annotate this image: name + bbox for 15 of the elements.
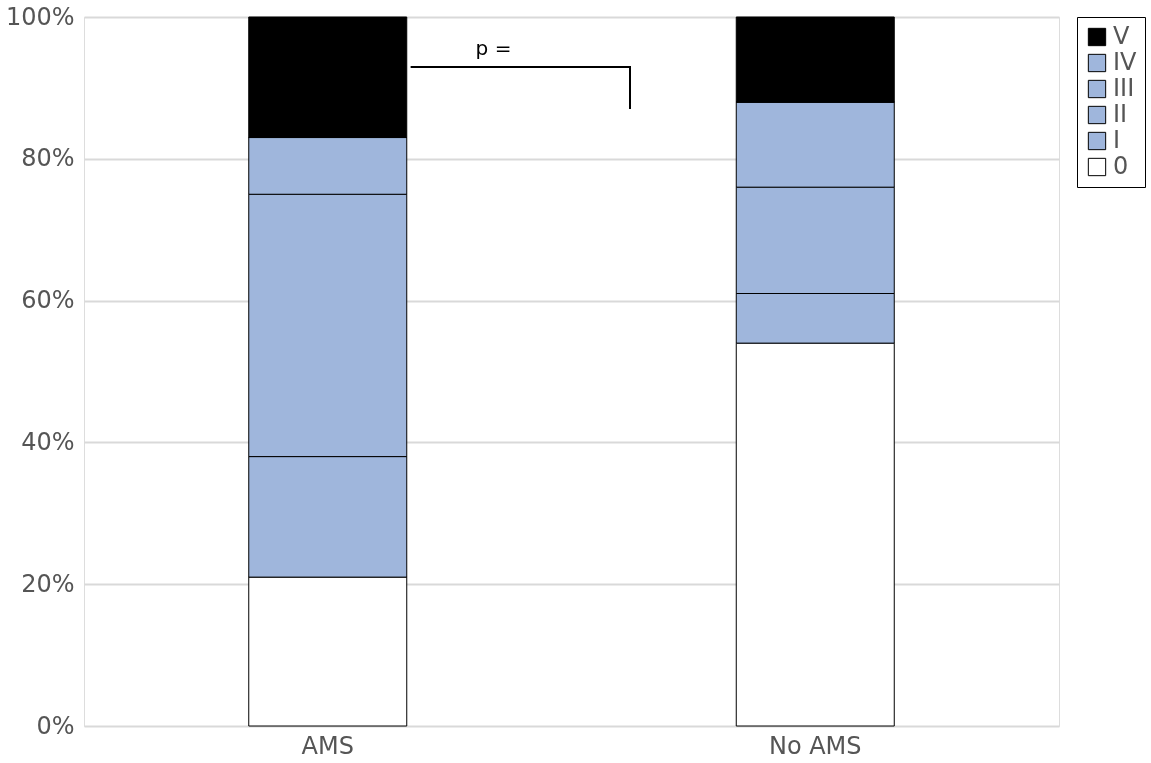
x-tick-label: No AMS: [768, 731, 862, 760]
y-tick-label: 40%: [21, 427, 75, 456]
legend-label: IV: [1113, 48, 1138, 76]
legend-label: I: [1113, 126, 1121, 154]
y-tick-label: 100%: [5, 2, 75, 31]
legend-label: II: [1113, 100, 1128, 128]
y-tick-label: 20%: [21, 569, 75, 598]
legend-label: III: [1113, 74, 1135, 102]
x-tick-label: AMS: [301, 731, 354, 760]
legend-label: 0: [1113, 152, 1129, 180]
y-tick-label: 80%: [21, 144, 75, 173]
y-tick-label: 0%: [36, 711, 75, 740]
legend-label: V: [1113, 22, 1130, 50]
annotation: p =: [475, 36, 512, 60]
y-tick-label: 60%: [21, 286, 75, 315]
